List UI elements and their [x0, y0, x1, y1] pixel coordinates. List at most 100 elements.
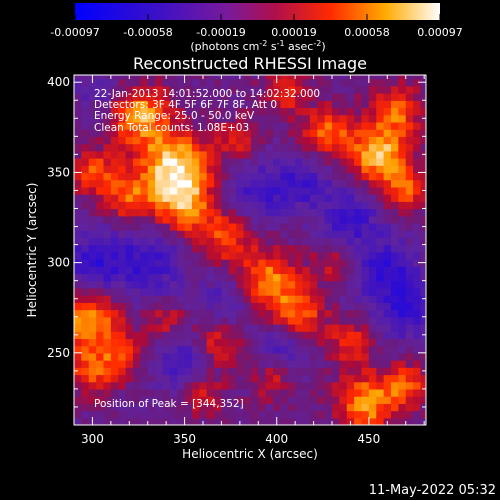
heatmap-cell	[390, 78, 399, 87]
heatmap-cell	[243, 251, 252, 260]
heatmap-cell	[309, 266, 318, 275]
heatmap-cell	[413, 85, 422, 94]
heatmap-cell	[140, 381, 149, 390]
heatmap-cell	[103, 143, 112, 152]
heatmap-cell	[309, 157, 318, 166]
heatmap-cell	[155, 381, 164, 390]
heatmap-cell	[413, 208, 422, 217]
heatmap-cell	[155, 75, 164, 80]
heatmap-cell	[191, 259, 200, 267]
heatmap-cell	[332, 388, 340, 397]
heatmap-cell	[295, 403, 304, 412]
heatmap-cell	[324, 237, 333, 246]
heatmap-cell	[324, 215, 333, 224]
heatmap-cell	[243, 273, 252, 282]
heatmap-cell	[125, 237, 134, 246]
heatmap-cell	[265, 403, 274, 412]
heatmap-cell	[295, 287, 304, 296]
heatmap-cell	[287, 143, 296, 152]
heatmap-cell	[118, 121, 127, 130]
heatmap-cell	[177, 295, 186, 303]
heatmap-cell	[191, 331, 200, 340]
heatmap-cell	[74, 381, 82, 390]
heatmap-cell	[228, 273, 237, 282]
heatmap-cell	[191, 316, 200, 325]
heatmap-cell	[199, 331, 208, 340]
heatmap-cell	[405, 150, 414, 159]
heatmap-cell	[287, 360, 296, 368]
heatmap-cell	[383, 338, 392, 347]
heatmap-cell	[132, 309, 141, 318]
heatmap-cell	[258, 114, 267, 123]
heatmap-cell	[339, 215, 348, 224]
heatmap-cell	[420, 417, 426, 425]
heatmap-cell	[155, 244, 164, 253]
heatmap-cell	[125, 129, 134, 137]
heatmap-cell	[236, 121, 245, 130]
heatmap-cell	[110, 201, 119, 210]
heatmap-cell	[118, 179, 127, 188]
heatmap-cell	[258, 237, 267, 246]
heatmap-cell	[346, 194, 355, 202]
heatmap-cell	[206, 410, 215, 419]
heatmap-cell	[376, 309, 385, 318]
heatmap-cell	[243, 280, 252, 289]
heatmap-cell	[184, 381, 193, 390]
heatmap-cell	[413, 107, 422, 116]
heatmap-cell	[317, 194, 326, 202]
heatmap-cell	[413, 287, 422, 296]
heatmap-cell	[250, 201, 259, 210]
heatmap-cell	[103, 136, 112, 145]
heatmap-cell	[405, 302, 414, 311]
heatmap-cell	[177, 309, 186, 318]
heatmap-cell	[206, 266, 215, 275]
heatmap-cell	[214, 309, 223, 318]
heatmap-cell	[191, 417, 200, 425]
heatmap-cell	[162, 215, 171, 224]
heatmap-cell	[368, 338, 377, 347]
heatmap-cell	[376, 396, 385, 404]
heatmap-cell	[199, 136, 208, 145]
heatmap-cell	[295, 237, 304, 246]
heatmap-cell	[236, 396, 245, 404]
heatmap-cell	[118, 78, 127, 87]
heatmap-cell	[110, 157, 119, 166]
heatmap-cell	[140, 208, 149, 217]
heatmap-cell	[206, 295, 215, 303]
heatmap-cell	[81, 157, 90, 166]
heatmap-cell	[346, 244, 355, 253]
heatmap-cell	[383, 244, 392, 253]
heatmap-cell	[184, 251, 193, 260]
heatmap-cell	[125, 259, 134, 267]
heatmap-cell	[110, 215, 119, 224]
heatmap-cell	[214, 100, 223, 109]
heatmap-cell	[309, 259, 318, 267]
heatmap-cell	[118, 266, 127, 275]
heatmap-cell	[339, 316, 348, 325]
heatmap-cell	[110, 114, 119, 123]
heatmap-cell	[118, 237, 127, 246]
heatmap-cell	[302, 237, 311, 246]
heatmap-cell	[206, 273, 215, 282]
heatmap-cell	[184, 410, 193, 419]
heatmap-cell	[162, 266, 171, 275]
heatmap-cell	[184, 396, 193, 404]
heatmap-cell	[132, 150, 141, 159]
heatmap-cell	[302, 403, 311, 412]
heatmap-cell	[243, 194, 252, 202]
heatmap-cell	[420, 165, 426, 174]
heatmap-cell	[206, 381, 215, 390]
heatmap-cell	[169, 352, 178, 361]
x-tick-label: 450	[357, 432, 380, 446]
heatmap-cell	[132, 194, 141, 202]
heatmap-cell	[214, 273, 223, 282]
heatmap-cell	[110, 179, 119, 188]
heatmap-cell	[221, 107, 230, 116]
heatmap-cell	[390, 230, 399, 238]
heatmap-cell	[280, 143, 289, 152]
heatmap-cell	[420, 179, 426, 188]
heatmap-cell	[140, 150, 149, 159]
heatmap-cell	[368, 194, 377, 202]
heatmap-cell	[354, 165, 363, 174]
heatmap-cell	[390, 136, 399, 145]
